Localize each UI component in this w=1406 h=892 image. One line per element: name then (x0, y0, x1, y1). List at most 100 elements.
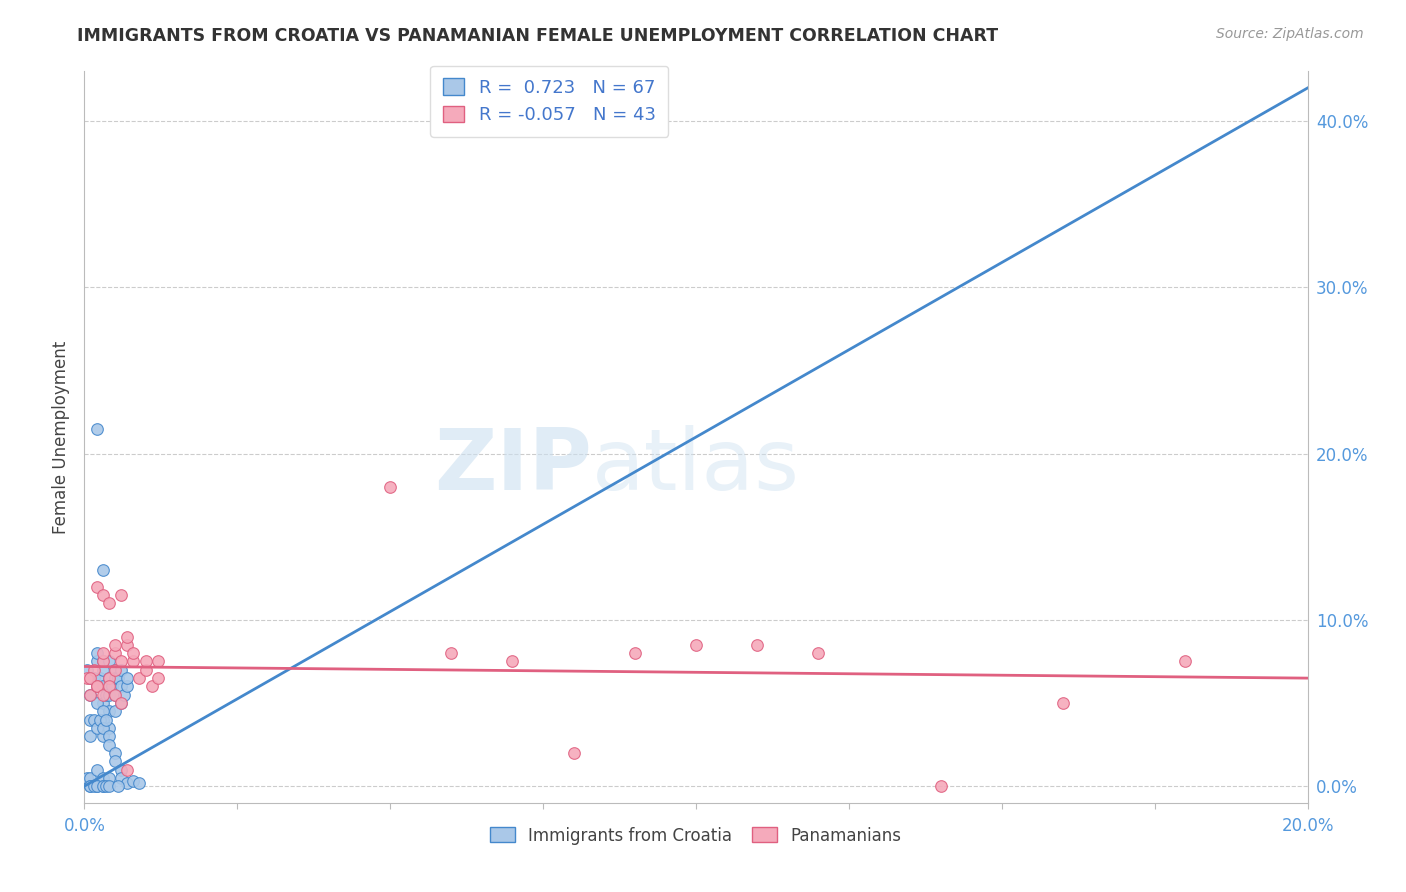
Point (146, 671, 169, 685)
Point (97, 680, 120, 694)
Point (94, 713, 117, 727)
Point (104, 746, 127, 760)
Point (83, 663, 105, 677)
Point (97, 779, 120, 793)
Point (97, 671, 120, 685)
Point (97, 596, 120, 610)
Point (97, 721, 120, 735)
Point (91, 655, 114, 669)
Point (97, 738, 120, 752)
Point (79, 671, 101, 685)
Point (104, 705, 127, 719)
Point (86, 422, 108, 436)
Point (86, 655, 108, 669)
Point (86, 779, 108, 793)
Point (86, 680, 108, 694)
Point (110, 696, 132, 710)
Y-axis label: Female Unemployment: Female Unemployment (52, 341, 70, 533)
Point (128, 671, 150, 685)
Point (115, 680, 138, 694)
Point (141, 680, 163, 694)
Point (110, 763, 132, 777)
Point (110, 680, 132, 694)
Point (91, 680, 114, 694)
Point (104, 646, 127, 660)
Point (440, 646, 463, 660)
Point (79, 688, 101, 702)
Point (110, 588, 132, 602)
Text: atlas: atlas (592, 425, 800, 508)
Point (112, 688, 135, 702)
Point (79, 729, 101, 743)
Point (115, 638, 138, 652)
Point (86, 763, 108, 777)
Point (94, 779, 117, 793)
Point (76, 663, 98, 677)
Point (97, 655, 120, 669)
Point (79, 779, 101, 793)
Point (91, 729, 114, 743)
Point (91, 779, 114, 793)
Point (91, 705, 114, 719)
Point (79, 688, 101, 702)
Point (97, 688, 120, 702)
Point (115, 763, 138, 777)
Point (1052, 696, 1074, 710)
Point (624, 646, 647, 660)
Point (122, 655, 145, 669)
Point (107, 779, 129, 793)
Point (97, 671, 120, 685)
Point (110, 663, 132, 677)
Point (104, 754, 127, 768)
Point (89, 713, 111, 727)
Point (115, 630, 138, 644)
Point (747, 638, 769, 652)
Point (685, 638, 707, 652)
Point (91, 588, 114, 602)
Point (86, 696, 108, 710)
Point (110, 771, 132, 785)
Point (107, 671, 129, 685)
Point (79, 771, 101, 785)
Point (380, 480, 402, 494)
Point (115, 671, 138, 685)
Point (101, 680, 124, 694)
Point (122, 774, 145, 789)
Point (929, 779, 952, 793)
Point (104, 638, 127, 652)
Point (97, 705, 120, 719)
Point (807, 646, 830, 660)
Text: Source: ZipAtlas.com: Source: ZipAtlas.com (1216, 27, 1364, 41)
Text: ZIP: ZIP (434, 425, 592, 508)
Text: IMMIGRANTS FROM CROATIA VS PANAMANIAN FEMALE UNEMPLOYMENT CORRELATION CHART: IMMIGRANTS FROM CROATIA VS PANAMANIAN FE… (77, 27, 998, 45)
Point (128, 776, 150, 790)
Point (97, 771, 120, 785)
Point (91, 771, 114, 785)
Point (79, 671, 101, 685)
Point (89, 671, 111, 685)
Point (79, 779, 101, 793)
Point (104, 663, 127, 677)
Point (91, 646, 114, 660)
Point (91, 655, 114, 669)
Point (110, 655, 132, 669)
Point (86, 646, 108, 660)
Point (86, 580, 108, 594)
Point (104, 688, 127, 702)
Point (97, 729, 120, 743)
Legend: Immigrants from Croatia, Panamanians: Immigrants from Croatia, Panamanians (482, 818, 910, 853)
Point (135, 655, 157, 669)
Point (83, 671, 105, 685)
Point (86, 680, 108, 694)
Point (91, 563, 114, 577)
Point (83, 779, 105, 793)
Point (83, 713, 105, 727)
Point (91, 663, 114, 677)
Point (104, 688, 127, 702)
Point (122, 646, 145, 660)
Point (502, 655, 524, 669)
Point (86, 680, 108, 694)
Point (91, 696, 114, 710)
Point (115, 776, 138, 790)
Point (79, 713, 101, 727)
